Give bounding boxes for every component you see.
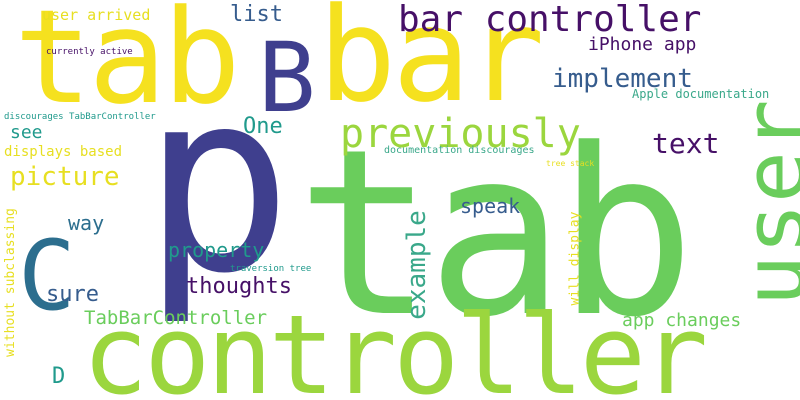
word-picture: picture [10, 162, 120, 192]
word-bar: bar [318, 0, 545, 131]
word-user-arrived: user arrived [42, 6, 151, 24]
word-tree-stack: tree stack [546, 159, 595, 168]
word-bar-controller: bar controller [398, 0, 702, 40]
word-discourages-tabbarcontroller: discourages TabBarController [4, 112, 156, 122]
word-user: user [725, 99, 800, 307]
word-without-subclassing: without subclassing [2, 208, 18, 357]
word-p: p [142, 37, 293, 328]
word-apple-documentation: Apple documentation [632, 87, 770, 101]
word-list: list [230, 2, 283, 27]
word-tab-large: tab [296, 101, 695, 368]
word-documentation-discourages: documentation discourages [384, 145, 535, 156]
word-see: see [10, 122, 43, 143]
word-property: property [168, 238, 265, 262]
word-thoughts: thoughts [186, 274, 292, 299]
word-tabbarcontroller: TabBarController [84, 307, 268, 329]
word-speak: speak [460, 194, 521, 218]
word-text: text [652, 127, 720, 160]
word-B: B [258, 22, 316, 134]
word-way: way [68, 211, 105, 235]
word-one: One [243, 114, 283, 139]
word-controller: controller [82, 291, 708, 400]
word-example: example [401, 210, 432, 320]
word-tab-small: tab [14, 0, 241, 133]
word-D: D [52, 364, 66, 389]
word-implement: implement [552, 64, 693, 94]
word-sure: sure [46, 282, 99, 307]
word-iphone-app: iPhone app [588, 34, 697, 55]
word-will-display: will display [567, 211, 583, 306]
word-previously: previously [340, 111, 581, 157]
word-C: C [18, 220, 76, 332]
word-displays-based: displays based [4, 144, 123, 160]
word-app-changes: app changes [622, 310, 742, 331]
word-currently-active: currently active [46, 47, 133, 57]
word-traversion-tree: traversion tree [230, 264, 312, 274]
